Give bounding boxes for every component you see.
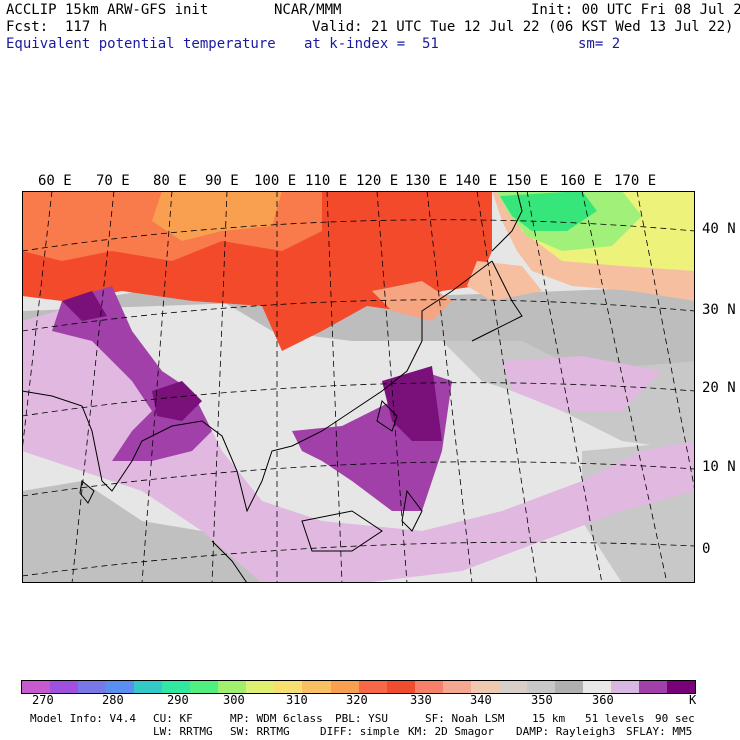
pbl-scheme: PBL: YSU xyxy=(335,712,388,725)
valid-time: Valid: 21 UTC Tue 12 Jul 22 (06 KST Wed … xyxy=(312,19,734,35)
lon-label: 110 E xyxy=(305,173,348,189)
level-index: at k-index = 51 xyxy=(304,36,439,52)
lon-label: 170 E xyxy=(614,173,657,189)
smoothing: sm= 2 xyxy=(578,36,621,52)
mp-scheme: MP: WDM 6class xyxy=(230,712,323,725)
colorbar-swatch xyxy=(386,681,415,693)
warm-zone-amber xyxy=(152,191,282,241)
lon-label: 150 E xyxy=(506,173,549,189)
colorbar-swatch xyxy=(414,681,443,693)
lat-label: 20 N xyxy=(702,380,736,396)
salmon-patch xyxy=(372,281,452,321)
colorbar-swatch xyxy=(274,681,303,693)
diff-scheme: DIFF: simple xyxy=(320,725,400,738)
lon-label: 60 E xyxy=(38,173,72,189)
forecast-hour: Fcst: 117 h xyxy=(6,19,108,35)
colorbar-swatch xyxy=(22,681,51,693)
sf-scheme: SF: Noah LSM xyxy=(425,712,505,725)
lon-label: 100 E xyxy=(254,173,297,189)
field-name: Equivalent potential temperature xyxy=(6,36,276,52)
colorbar-swatch xyxy=(190,681,219,693)
colorbar-swatch xyxy=(498,681,527,693)
colorbar-swatch xyxy=(554,681,583,693)
colorbar-label: 310 xyxy=(286,693,308,707)
colorbar-swatch xyxy=(582,681,611,693)
colorbar-label: 350 xyxy=(531,693,553,707)
colorbar-label: 300 xyxy=(223,693,245,707)
gray-band xyxy=(22,286,695,441)
sw-scheme: SW: RRTMG xyxy=(230,725,290,738)
colorbar-swatch xyxy=(78,681,107,693)
colorbar-swatch xyxy=(302,681,331,693)
lw-scheme: LW: RRTMG xyxy=(153,725,213,738)
colorbar-swatch xyxy=(50,681,79,693)
colorbar-label: 340 xyxy=(470,693,492,707)
colorbar-label: 320 xyxy=(346,693,368,707)
colorbar-swatch xyxy=(162,681,191,693)
theta-e-map xyxy=(22,191,695,583)
colorbar-swatch xyxy=(106,681,135,693)
colorbar-swatch xyxy=(667,681,696,693)
gray-band-south xyxy=(22,481,292,583)
dark-purple-nw xyxy=(62,291,107,321)
colorbar-label: 270 xyxy=(32,693,54,707)
colorbar-swatch xyxy=(218,681,247,693)
org-label: NCAR/MMM xyxy=(274,2,342,18)
colorbar-swatch xyxy=(610,681,640,693)
model-info: Model Info: V4.4 xyxy=(30,712,136,725)
damp-scheme: DAMP: Rayleigh3 xyxy=(516,725,616,738)
colorbar-swatch xyxy=(134,681,163,693)
lon-label: 90 E xyxy=(205,173,239,189)
lon-label: 130 E xyxy=(405,173,448,189)
colorbar-swatch xyxy=(330,681,359,693)
colorbar-swatch xyxy=(470,681,499,693)
lat-label: 10 N xyxy=(702,459,736,475)
levels: 51 levels xyxy=(585,712,645,725)
resolution: 15 km xyxy=(532,712,566,725)
colorbar-swatch xyxy=(639,681,668,693)
colorbar-label: 360 xyxy=(592,693,614,707)
sflay-scheme: SFLAY: MM5 xyxy=(626,725,693,738)
model-title: ACCLIP 15km ARW-GFS init xyxy=(6,2,209,18)
colorbar-label: 330 xyxy=(410,693,432,707)
timestep: 90 sec xyxy=(655,712,695,725)
lat-label: 40 N xyxy=(702,221,736,237)
init-time: Init: 00 UTC Fri 08 Jul 22 xyxy=(531,2,740,18)
coastlines xyxy=(22,191,523,583)
dark-purple-east xyxy=(382,366,442,441)
colorbar-swatch xyxy=(442,681,471,693)
colorbar-swatch xyxy=(526,681,555,693)
lat-label: 0 xyxy=(702,541,711,557)
peach-patch xyxy=(467,261,542,301)
lon-label: 120 E xyxy=(356,173,399,189)
lon-label: 80 E xyxy=(153,173,187,189)
colorbar xyxy=(21,680,696,694)
colorbar-label: 280 xyxy=(102,693,124,707)
lon-label: 140 E xyxy=(455,173,498,189)
colorbar-swatch xyxy=(246,681,275,693)
colorbar-unit: K xyxy=(689,693,697,707)
km-scheme: KM: 2D Smagor xyxy=(408,725,495,738)
dark-purple-bengal xyxy=(152,381,202,421)
light-purple-pacific xyxy=(502,356,662,411)
lon-label: 160 E xyxy=(560,173,603,189)
colorbar-label: 290 xyxy=(167,693,189,707)
graticule xyxy=(22,191,695,583)
colorbar-swatch xyxy=(358,681,387,693)
light-purple-zone xyxy=(22,301,695,583)
cu-scheme: CU: KF xyxy=(153,712,193,725)
lat-label: 30 N xyxy=(702,302,736,318)
lon-label: 70 E xyxy=(96,173,130,189)
